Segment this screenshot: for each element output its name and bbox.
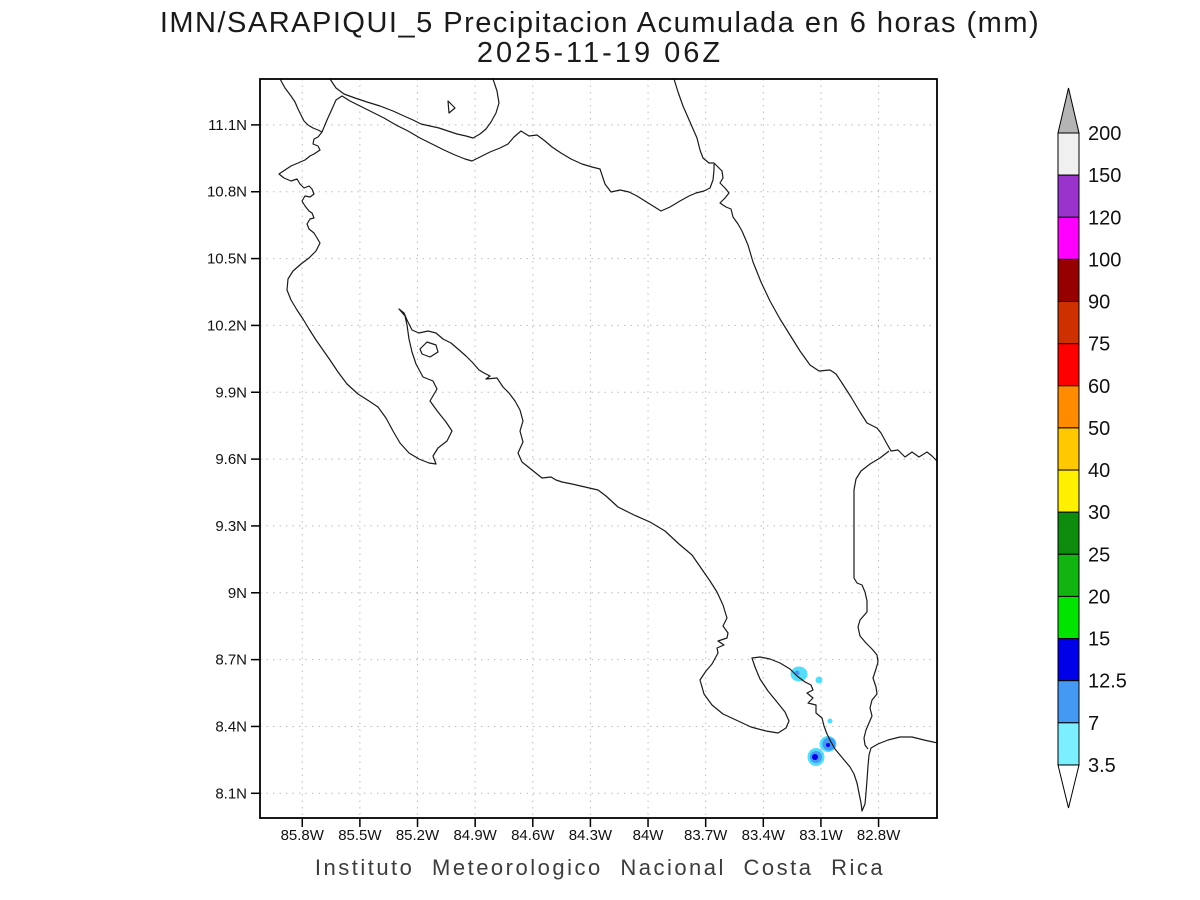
colorbar-label: 15 xyxy=(1088,629,1110,651)
colorbar-segment xyxy=(1057,258,1080,303)
colorbar-label: 25 xyxy=(1088,544,1110,566)
border-panama-path xyxy=(853,450,890,750)
y-tick-label: 8.4N xyxy=(215,718,247,735)
y-tick-label: 10.2N xyxy=(207,317,247,334)
colorbar-segment xyxy=(1057,385,1080,429)
x-tick-label: 83.7W xyxy=(684,827,728,844)
y-tick-label: 11.1N xyxy=(208,117,247,134)
y-tick-label: 10.5N xyxy=(207,251,247,268)
x-tick-label: 85.8W xyxy=(281,827,325,844)
colorbar-label: 3.5 xyxy=(1088,755,1116,777)
chira-island-path xyxy=(419,341,439,358)
colorbar xyxy=(1057,87,1080,809)
x-tick-label: 84W xyxy=(633,827,665,844)
colorbar-segment xyxy=(1057,722,1080,766)
colorbar-segment xyxy=(1057,216,1080,260)
precip-spot-3 xyxy=(827,718,833,724)
axis-ticks xyxy=(251,124,880,827)
colorbar-label: 40 xyxy=(1088,460,1110,482)
colorbar-segment xyxy=(1057,553,1080,597)
colorbar-label: 20 xyxy=(1088,586,1110,608)
colorbar-label: 50 xyxy=(1088,418,1110,440)
x-tick-label: 83.4W xyxy=(742,827,786,844)
x-tick-label: 84.9W xyxy=(453,827,497,844)
colorbar-labels: 200 150 120 100 90 75 60 50 40 30 25 20 15 12.5 7 3.5 xyxy=(1088,123,1127,777)
map-title: IMN/SARAPIQUI_5 Precipitacion Acumulada … xyxy=(159,7,1041,39)
solentiname-island-path xyxy=(447,100,456,114)
map-outlines xyxy=(278,79,937,812)
gridlines xyxy=(260,79,937,818)
colorbar-label: 100 xyxy=(1088,249,1121,271)
precip-spot-4-core xyxy=(826,743,830,747)
border-nicaragua-path xyxy=(321,95,715,212)
precip-spot-5-core xyxy=(812,754,818,760)
x-tick-label: 83.1W xyxy=(799,827,843,844)
colorbar-label: 60 xyxy=(1088,376,1110,398)
x-tick-label: 85.5W xyxy=(338,827,382,844)
pacific-coast-path xyxy=(278,79,937,812)
map-subtitle-date: 2025-11-19 06Z xyxy=(476,37,724,69)
colorbar-segment xyxy=(1057,343,1080,387)
colorbar-label: 12.5 xyxy=(1088,671,1127,693)
axis-labels: 11.1N 10.8N 10.5N 10.2N 9.9N 9.6N 9.3N 9N 8.7N 8.… xyxy=(207,117,901,844)
y-tick-label: 9.3N xyxy=(215,518,247,535)
institution-caption: Instituto Meteorologico Nacional Costa R… xyxy=(314,855,886,880)
colorbar-label: 90 xyxy=(1088,292,1110,314)
y-tick-label: 10.8N xyxy=(207,184,247,201)
colorbar-segment xyxy=(1057,132,1080,176)
plot-frame xyxy=(259,78,938,819)
x-tick-label: 82.8W xyxy=(857,827,901,844)
precipitation-spots xyxy=(790,666,837,766)
y-tick-label: 8.7N xyxy=(215,652,247,669)
colorbar-segment xyxy=(1057,427,1080,471)
colorbar-label: 120 xyxy=(1088,207,1121,229)
colorbar-top-arrow xyxy=(1057,87,1080,134)
y-tick-label: 9.6N xyxy=(215,451,247,468)
colorbar-segment xyxy=(1057,680,1080,724)
colorbar-label: 30 xyxy=(1088,502,1110,524)
colorbar-segment xyxy=(1057,301,1080,345)
colorbar-segment xyxy=(1057,174,1080,218)
y-tick-label: 9.9N xyxy=(215,384,247,401)
x-tick-label: 85.2W xyxy=(396,827,440,844)
x-tick-label: 84.3W xyxy=(569,827,613,844)
lake-nicaragua-path xyxy=(329,79,500,139)
precip-spot-2 xyxy=(815,676,823,684)
colorbar-segment xyxy=(1057,511,1080,555)
colorbar-label: 7 xyxy=(1088,713,1099,735)
colorbar-label: 75 xyxy=(1088,334,1110,356)
colorbar-segment xyxy=(1057,595,1080,640)
colorbar-segment xyxy=(1057,638,1080,682)
caribbean-coast-path xyxy=(673,79,937,462)
colorbar-bottom-arrow xyxy=(1057,764,1080,809)
y-tick-label: 8.1N xyxy=(215,785,247,802)
colorbar-label: 150 xyxy=(1088,165,1121,187)
y-tick-label: 9N xyxy=(228,585,247,602)
colorbar-segment xyxy=(1057,469,1080,513)
colorbar-label: 200 xyxy=(1088,123,1121,145)
x-tick-label: 84.6W xyxy=(511,827,555,844)
